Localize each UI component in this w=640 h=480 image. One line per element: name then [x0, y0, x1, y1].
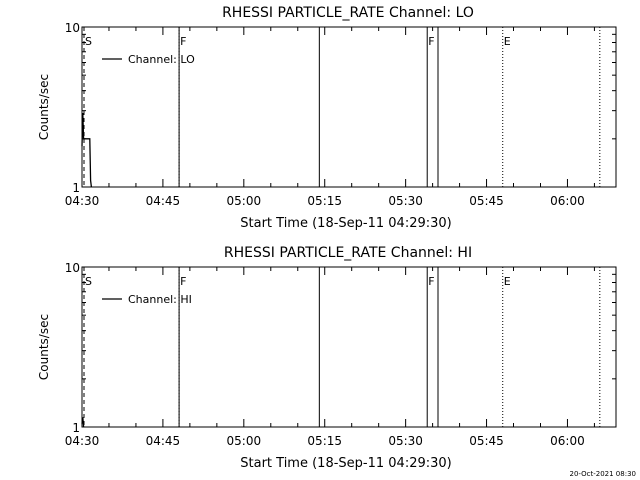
- event-marker-label: E: [504, 275, 511, 288]
- x-tick-label: 05:15: [307, 194, 342, 208]
- x-tick-label: 06:00: [550, 194, 585, 208]
- generation-timestamp: 20-Oct-2021 08:30: [570, 470, 636, 478]
- y-axis-label: Counts/sec: [37, 314, 51, 380]
- chart-title: RHESSI PARTICLE_RATE Channel: LO: [222, 5, 474, 21]
- legend-entry: Channel: HI: [128, 293, 192, 306]
- x-tick-label: 04:45: [146, 434, 181, 448]
- series-line: [81, 417, 85, 428]
- plot-area: 04:30 04:45 05:00 05:15 05:30 05:45 06:00 1 10 S F…: [65, 21, 617, 208]
- y-tick-label: 1: [72, 181, 80, 195]
- y-tick-label: 1: [72, 421, 80, 435]
- y-tick-label: 10: [65, 261, 80, 275]
- x-tick-label: 06:00: [550, 434, 585, 448]
- y-axis-label: Counts/sec: [37, 74, 51, 140]
- x-tick-label: 05:00: [227, 194, 262, 208]
- series-line: [81, 112, 93, 188]
- legend-entry: Channel: LO: [128, 53, 195, 66]
- event-marker-label: F: [180, 275, 186, 288]
- x-tick-label: 05:00: [227, 434, 262, 448]
- axes-frame: [81, 266, 617, 428]
- event-marker-label: E: [504, 35, 511, 48]
- x-tick-label: 05:30: [388, 434, 423, 448]
- x-tick-label: 04:30: [65, 434, 100, 448]
- event-marker-label: F: [428, 275, 434, 288]
- plot-area: 04:30 04:45 05:00 05:15 05:30 05:45 06:00 1 10 S F…: [65, 261, 617, 448]
- event-marker-label: S: [85, 275, 92, 288]
- x-tick-label: 05:15: [307, 434, 342, 448]
- x-tick-label: 04:45: [146, 194, 181, 208]
- x-tick-label: 04:30: [65, 194, 100, 208]
- axes-frame: [81, 26, 617, 188]
- chart-title: RHESSI PARTICLE_RATE Channel: HI: [224, 245, 472, 261]
- x-axis-label: Start Time (18-Sep-11 04:29:30): [240, 456, 451, 471]
- event-marker-label: F: [180, 35, 186, 48]
- chart-panel-hi: RHESSI PARTICLE_RATE Channel: HI Counts/…: [37, 245, 617, 471]
- event-marker-label: F: [428, 35, 434, 48]
- x-tick-label: 05:30: [388, 194, 423, 208]
- x-axis-label: Start Time (18-Sep-11 04:29:30): [240, 216, 451, 231]
- y-tick-label: 10: [65, 21, 80, 35]
- x-tick-label: 05:45: [469, 434, 504, 448]
- x-tick-label: 05:45: [469, 194, 504, 208]
- event-marker-label: S: [85, 35, 92, 48]
- chart-panel-lo: RHESSI PARTICLE_RATE Channel: LO Counts/…: [37, 5, 617, 231]
